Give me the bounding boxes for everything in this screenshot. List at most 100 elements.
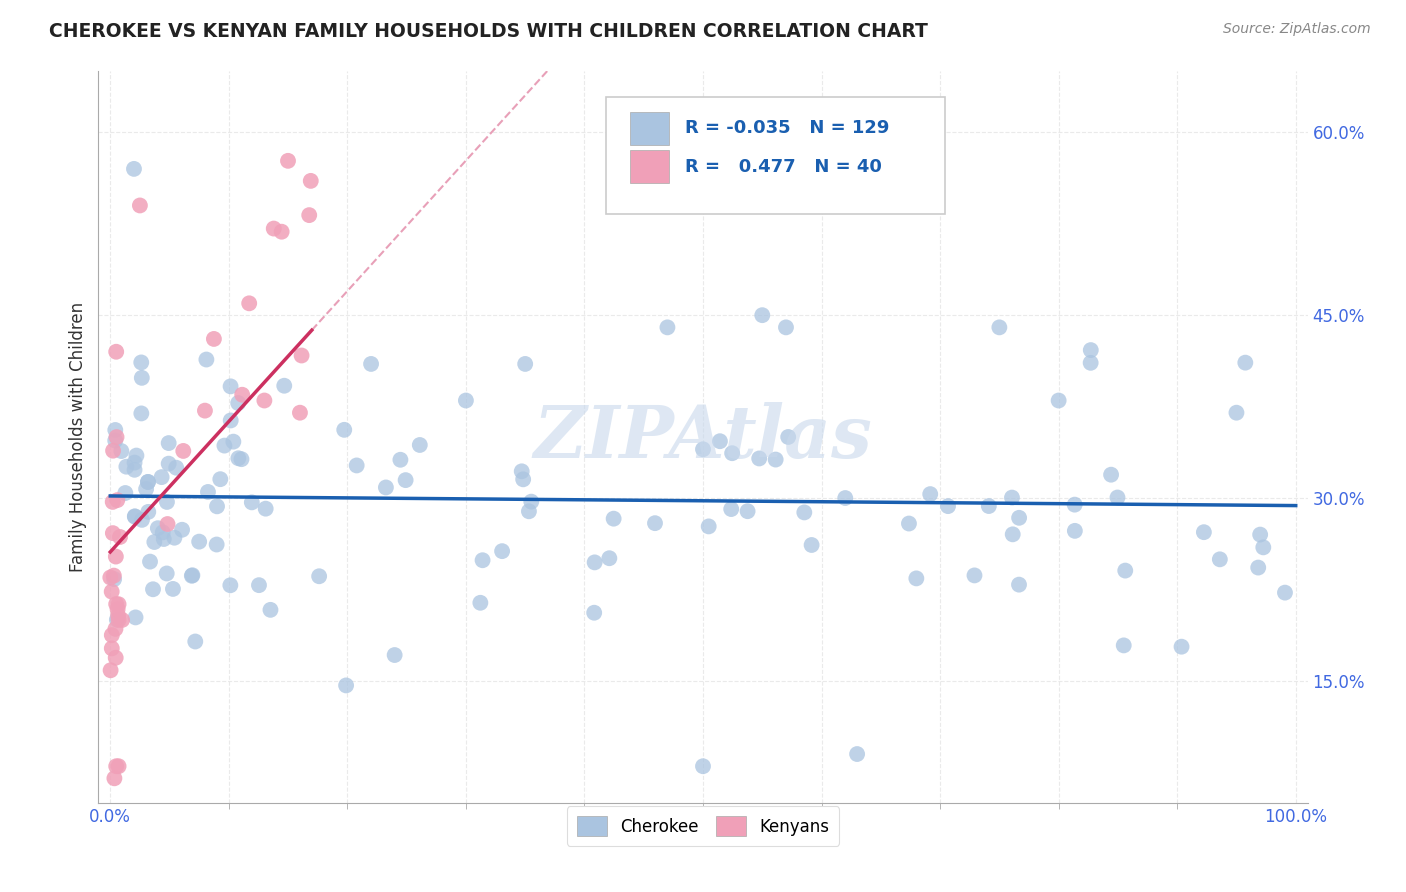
Point	[254, 501, 277, 516]
Point	[156, 516, 179, 531]
Point	[360, 357, 382, 371]
Point	[709, 434, 731, 449]
Point	[515, 357, 537, 371]
Point	[1192, 525, 1215, 540]
Point	[181, 568, 204, 582]
Point	[105, 597, 128, 611]
Point	[1114, 564, 1136, 578]
Point	[270, 225, 292, 239]
Point	[374, 480, 396, 494]
Point	[1047, 393, 1070, 408]
Point	[136, 475, 159, 489]
Point	[107, 608, 129, 623]
Point	[765, 452, 787, 467]
Point	[1107, 491, 1129, 505]
Point	[920, 487, 942, 501]
Point	[471, 553, 494, 567]
Point	[114, 486, 136, 500]
Point	[692, 759, 714, 773]
Point	[104, 423, 127, 437]
Point	[104, 549, 127, 564]
Point	[157, 457, 180, 471]
Point	[394, 473, 416, 487]
Point	[988, 320, 1011, 334]
Point	[247, 578, 270, 592]
Point	[195, 352, 218, 367]
Text: ZIPAtlas: ZIPAtlas	[534, 401, 872, 473]
Point	[219, 379, 242, 393]
Point	[142, 582, 165, 597]
Point	[1001, 491, 1024, 505]
Point	[101, 526, 124, 541]
Point	[834, 491, 856, 505]
Point	[180, 569, 202, 583]
Point	[512, 472, 534, 486]
Point	[101, 628, 124, 642]
Point	[335, 678, 357, 692]
Point	[720, 502, 742, 516]
Point	[131, 513, 153, 527]
Point	[793, 505, 815, 519]
Point	[129, 355, 152, 369]
Point	[263, 221, 285, 235]
Point	[1001, 527, 1024, 541]
Point	[963, 568, 986, 582]
Point	[205, 537, 228, 551]
Point	[108, 530, 131, 544]
Point	[602, 511, 624, 525]
Legend: Cherokee, Kenyans: Cherokee, Kenyans	[567, 806, 839, 846]
Point	[259, 603, 281, 617]
Point	[131, 406, 153, 420]
Point	[1080, 356, 1102, 370]
Point	[1253, 541, 1275, 555]
Text: R =   0.477   N = 40: R = 0.477 N = 40	[685, 158, 882, 177]
Point	[172, 444, 194, 458]
Point	[107, 602, 129, 616]
Point	[737, 504, 759, 518]
Point	[1209, 552, 1232, 566]
Point	[165, 460, 187, 475]
Point	[202, 332, 225, 346]
Point	[1063, 524, 1085, 538]
Point	[1225, 406, 1247, 420]
Point	[692, 442, 714, 457]
Y-axis label: Family Households with Children: Family Households with Children	[69, 302, 87, 572]
Point	[346, 458, 368, 473]
Point	[124, 456, 146, 470]
Point	[105, 613, 128, 627]
Point	[101, 443, 124, 458]
Point	[936, 499, 959, 513]
Point	[219, 413, 242, 427]
Point	[520, 494, 543, 508]
Point	[491, 544, 513, 558]
Point	[103, 568, 125, 582]
Point	[253, 393, 276, 408]
Point	[644, 516, 666, 531]
Point	[107, 597, 129, 611]
Point	[104, 650, 127, 665]
Point	[143, 535, 166, 549]
Point	[124, 463, 146, 477]
Point	[152, 532, 174, 546]
Point	[205, 500, 228, 514]
Point	[897, 516, 920, 531]
Point	[105, 493, 128, 508]
Point	[1063, 498, 1085, 512]
Point	[146, 521, 169, 535]
Point	[846, 747, 869, 761]
Point	[384, 648, 406, 662]
Point	[125, 449, 148, 463]
Point	[697, 519, 720, 533]
Point	[583, 555, 606, 569]
Point	[124, 509, 146, 524]
Point	[98, 570, 121, 584]
Point	[977, 499, 1000, 513]
Point	[135, 482, 157, 496]
Point	[124, 509, 146, 524]
Point	[308, 569, 330, 583]
Point	[129, 198, 152, 212]
Point	[800, 538, 823, 552]
Point	[231, 388, 253, 402]
Point	[110, 444, 132, 458]
Point	[105, 344, 128, 359]
